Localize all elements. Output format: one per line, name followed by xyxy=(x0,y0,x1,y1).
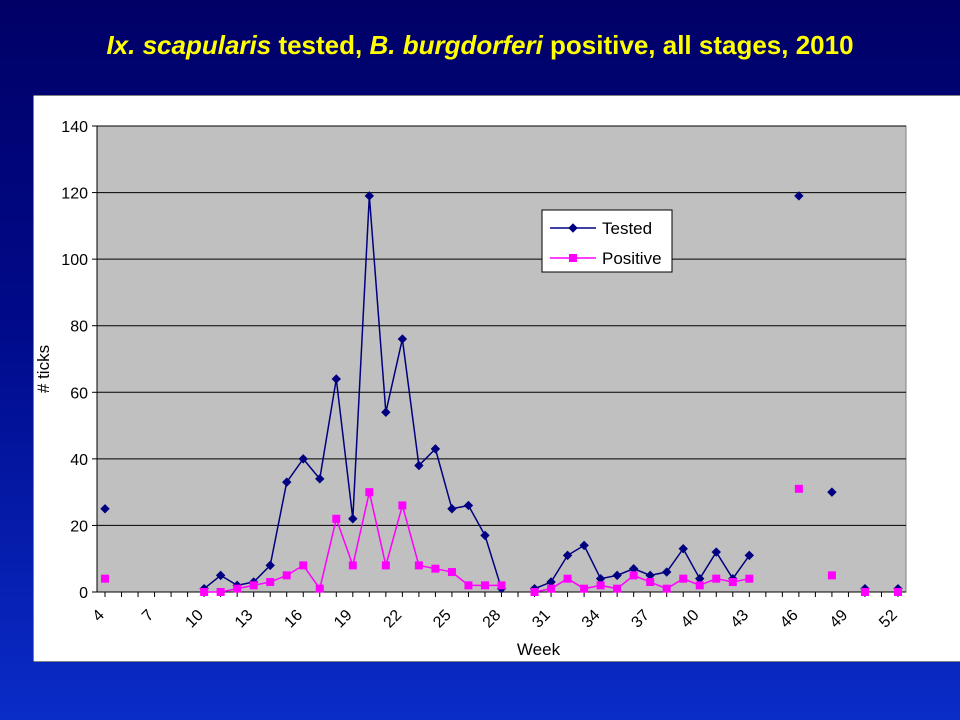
slide-title: Ix. scapularis tested, B. burgdorferi po… xyxy=(0,30,960,61)
diamond-marker xyxy=(480,530,490,541)
square-marker xyxy=(282,571,291,580)
square-marker xyxy=(794,484,803,493)
diamond-marker xyxy=(794,191,804,201)
square-marker xyxy=(233,584,242,593)
diamond-marker xyxy=(381,407,391,417)
diamond-marker xyxy=(447,504,457,514)
y-tick-label: 140 xyxy=(61,119,88,136)
legend-marker-tested xyxy=(568,223,578,233)
diamond-marker xyxy=(397,334,408,344)
x-axis-label: Week xyxy=(517,640,561,659)
diamond-marker xyxy=(364,191,375,201)
y-tick-label: 100 xyxy=(61,252,88,269)
diamond-marker xyxy=(100,504,110,514)
square-marker xyxy=(497,581,506,590)
diamond-marker xyxy=(562,550,573,561)
square-marker xyxy=(662,584,671,593)
square-marker xyxy=(745,574,754,583)
square-marker xyxy=(530,588,539,596)
square-marker xyxy=(200,588,209,596)
square-marker xyxy=(249,581,258,590)
legend-box xyxy=(541,209,673,273)
square-marker xyxy=(398,501,407,510)
square-marker xyxy=(299,561,308,570)
square-marker xyxy=(596,581,605,590)
square-marker xyxy=(266,578,275,587)
square-marker xyxy=(447,568,456,577)
square-marker xyxy=(580,584,589,593)
diamond-marker xyxy=(662,567,672,577)
y-tick-label: 40 xyxy=(70,452,88,469)
diamond-marker xyxy=(612,570,622,581)
diamond-marker xyxy=(348,514,358,524)
y-axis-label: # ticks xyxy=(34,345,53,393)
y-tick-label: 0 xyxy=(79,585,88,602)
title-text-rest: positive, all stages, 2010 xyxy=(542,30,854,60)
square-marker xyxy=(613,584,622,593)
square-marker xyxy=(348,561,357,570)
y-tick-label: 20 xyxy=(70,518,88,535)
diamond-marker xyxy=(282,477,292,487)
title-text-tested: tested, xyxy=(271,30,370,60)
square-marker xyxy=(464,581,473,590)
square-marker xyxy=(827,571,836,580)
square-marker xyxy=(646,578,655,587)
diamond-marker xyxy=(744,550,755,561)
square-marker xyxy=(695,581,704,590)
diamond-marker xyxy=(298,454,308,464)
chart-panel: 0 20 40 60 80 100 120 140 4 7 10 13 16 19 22 25 28 31 34 37… xyxy=(33,95,960,662)
square-marker xyxy=(547,584,556,593)
diamond-marker xyxy=(315,474,325,484)
legend-label: Positive xyxy=(602,249,662,268)
square-marker xyxy=(365,488,374,497)
square-marker xyxy=(860,588,869,596)
square-marker xyxy=(431,564,440,573)
legend-marker-positive xyxy=(569,254,577,262)
y-tick-label: 60 xyxy=(70,385,88,402)
legend-label: Tested xyxy=(602,219,652,238)
diamond-marker xyxy=(463,500,474,511)
y-tick-label: 80 xyxy=(70,319,88,336)
title-pathogen: B. burgdorferi xyxy=(369,30,543,60)
square-marker xyxy=(216,588,225,596)
square-marker xyxy=(414,561,423,570)
legend: Tested Positive xyxy=(541,209,673,273)
diamond-marker xyxy=(678,544,688,554)
square-marker xyxy=(563,574,572,583)
square-marker xyxy=(332,514,341,523)
square-marker xyxy=(894,588,902,596)
square-marker xyxy=(629,571,638,580)
title-species: Ix. scapularis xyxy=(106,30,272,60)
square-marker xyxy=(480,581,489,590)
y-tick-label: 120 xyxy=(61,186,88,203)
plot-area xyxy=(96,125,907,593)
diamond-marker xyxy=(331,374,341,384)
square-marker xyxy=(381,561,390,570)
diamond-marker xyxy=(414,460,424,471)
square-marker xyxy=(315,584,324,593)
diamond-marker xyxy=(711,547,721,557)
diamond-marker xyxy=(215,570,226,581)
square-marker xyxy=(679,574,688,583)
diamond-marker xyxy=(265,560,275,571)
square-marker xyxy=(101,574,109,583)
diamond-marker xyxy=(430,444,441,454)
diamond-marker xyxy=(827,487,837,497)
square-marker xyxy=(712,574,721,583)
square-marker xyxy=(728,578,737,587)
diamond-marker xyxy=(579,540,589,551)
